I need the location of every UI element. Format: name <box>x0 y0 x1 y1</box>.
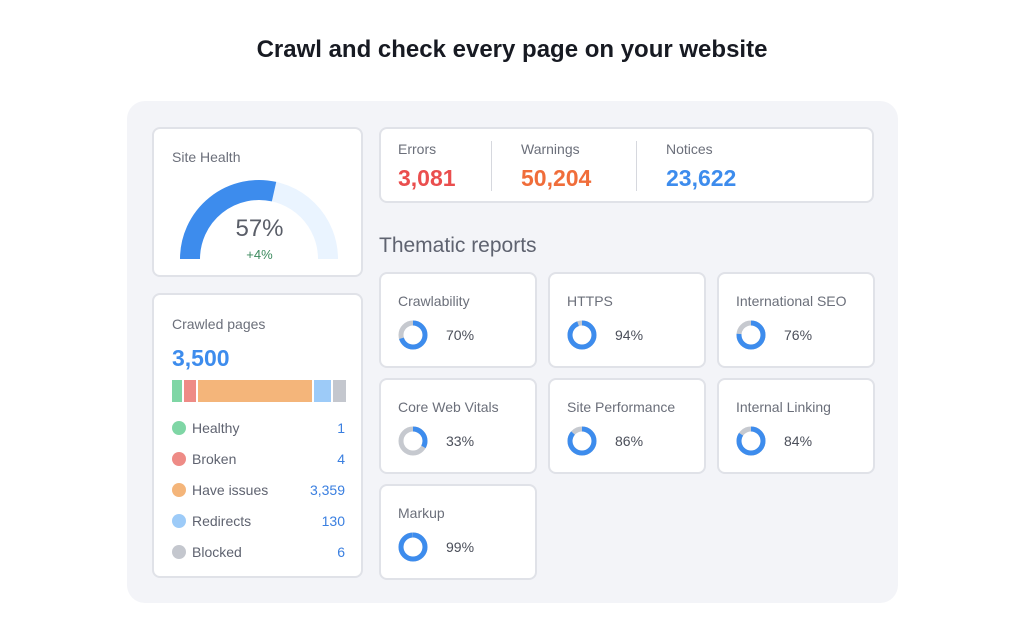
site-health-value: 57% <box>235 215 284 242</box>
errors-label: Errors <box>398 141 437 157</box>
crawled-pages-card[interactable]: Crawled pages 3,500 Healthy 1 Broken 4 Have … <box>152 293 363 578</box>
report-tile-site-performance[interactable]: Site Performance 86% <box>548 378 706 474</box>
legend-value: 1 <box>337 420 345 436</box>
legend-value: 130 <box>321 513 345 529</box>
warnings-label: Warnings <box>521 141 580 157</box>
bar-have-issues <box>198 380 312 402</box>
legend-label: Broken <box>192 451 237 467</box>
report-tile-crawlability[interactable]: Crawlability 70% <box>379 272 537 368</box>
legend-dot-icon <box>172 452 186 466</box>
gauge-fill <box>180 180 277 260</box>
report-value: 70% <box>446 327 475 343</box>
legend-item-healthy[interactable]: Healthy 1 <box>172 418 345 438</box>
legend-item-have-issues[interactable]: Have issues 3,359 <box>172 480 345 500</box>
legend-dot-icon <box>172 514 186 528</box>
report-label: HTTPS <box>567 293 613 309</box>
report-value: 76% <box>784 327 813 343</box>
crawled-bar <box>172 380 346 402</box>
divider <box>491 141 492 191</box>
legend-item-blocked[interactable]: Blocked 6 <box>172 542 345 562</box>
report-label: Crawlability <box>398 293 470 309</box>
warnings-value: 50,204 <box>521 165 592 191</box>
report-value: 33% <box>446 433 475 449</box>
report-tile-https[interactable]: HTTPS 94% <box>548 272 706 368</box>
report-label: Core Web Vitals <box>398 399 499 415</box>
site-health-change: +4% <box>246 247 273 262</box>
legend-value: 6 <box>337 544 345 560</box>
report-tile-international-seo[interactable]: International SEO 76% <box>717 272 875 368</box>
legend-label: Blocked <box>192 544 242 560</box>
report-value: 86% <box>615 433 644 449</box>
bar-redirects <box>314 380 331 402</box>
legend-value: 3,359 <box>309 482 345 498</box>
legend-item-broken[interactable]: Broken 4 <box>172 449 345 469</box>
bar-healthy <box>172 380 182 402</box>
donut-chart-icon <box>567 320 597 350</box>
issues-summary-card: Errors 3,081 Warnings 50,204 Notices 23,622 <box>379 127 874 203</box>
legend-label: Healthy <box>192 420 240 436</box>
donut-chart-icon <box>736 320 766 350</box>
report-label: Site Performance <box>567 399 676 415</box>
notices-value: 23,622 <box>666 165 737 191</box>
notices-label: Notices <box>666 141 713 157</box>
donut-chart-icon <box>398 426 428 456</box>
warnings-stat[interactable]: Warnings 50,204 <box>521 141 591 192</box>
legend-dot-icon <box>172 483 186 497</box>
legend-item-redirects[interactable]: Redirects 130 <box>172 511 345 531</box>
site-health-card[interactable]: Site Health 57% +4% <box>152 127 363 277</box>
report-label: Markup <box>398 505 445 521</box>
report-tile-internal-linking[interactable]: Internal Linking 84% <box>717 378 875 474</box>
legend-dot-icon <box>172 421 186 435</box>
bar-broken <box>184 380 196 402</box>
legend-label: Have issues <box>192 482 269 498</box>
legend-value: 4 <box>337 451 345 467</box>
donut-chart-icon <box>398 320 428 350</box>
report-value: 84% <box>784 433 813 449</box>
errors-stat[interactable]: Errors 3,081 <box>398 141 456 192</box>
crawled-pages-total: 3,500 <box>172 345 230 371</box>
report-label: Internal Linking <box>736 399 831 415</box>
site-health-gauge <box>180 180 338 260</box>
report-value: 99% <box>446 539 475 555</box>
site-health-label: Site Health <box>172 149 241 165</box>
donut-chart-icon <box>736 426 766 456</box>
thematic-reports-heading: Thematic reports <box>379 234 537 257</box>
crawled-pages-label: Crawled pages <box>172 316 266 332</box>
report-value: 94% <box>615 327 644 343</box>
report-label: International SEO <box>736 293 847 309</box>
errors-value: 3,081 <box>398 165 456 191</box>
page-title: Crawl and check every page on your websi… <box>256 36 768 63</box>
donut-chart-icon <box>398 532 428 562</box>
notices-stat[interactable]: Notices 23,622 <box>666 141 736 192</box>
bar-blocked <box>333 380 346 402</box>
legend-dot-icon <box>172 545 186 559</box>
donut-chart-icon <box>567 426 597 456</box>
report-tile-markup[interactable]: Markup 99% <box>379 484 537 580</box>
divider <box>636 141 637 191</box>
report-tile-core-web-vitals[interactable]: Core Web Vitals 33% <box>379 378 537 474</box>
legend-label: Redirects <box>192 513 252 529</box>
